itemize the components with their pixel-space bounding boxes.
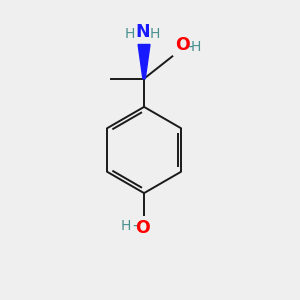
Text: H: H bbox=[120, 219, 131, 233]
Text: -: - bbox=[187, 38, 193, 53]
Polygon shape bbox=[138, 44, 150, 79]
Text: N: N bbox=[135, 22, 150, 40]
Text: H: H bbox=[150, 27, 160, 40]
Text: H: H bbox=[125, 27, 135, 40]
Text: O: O bbox=[175, 36, 190, 54]
Text: H: H bbox=[191, 40, 201, 54]
Text: O: O bbox=[135, 219, 150, 237]
Text: -: - bbox=[132, 218, 138, 233]
